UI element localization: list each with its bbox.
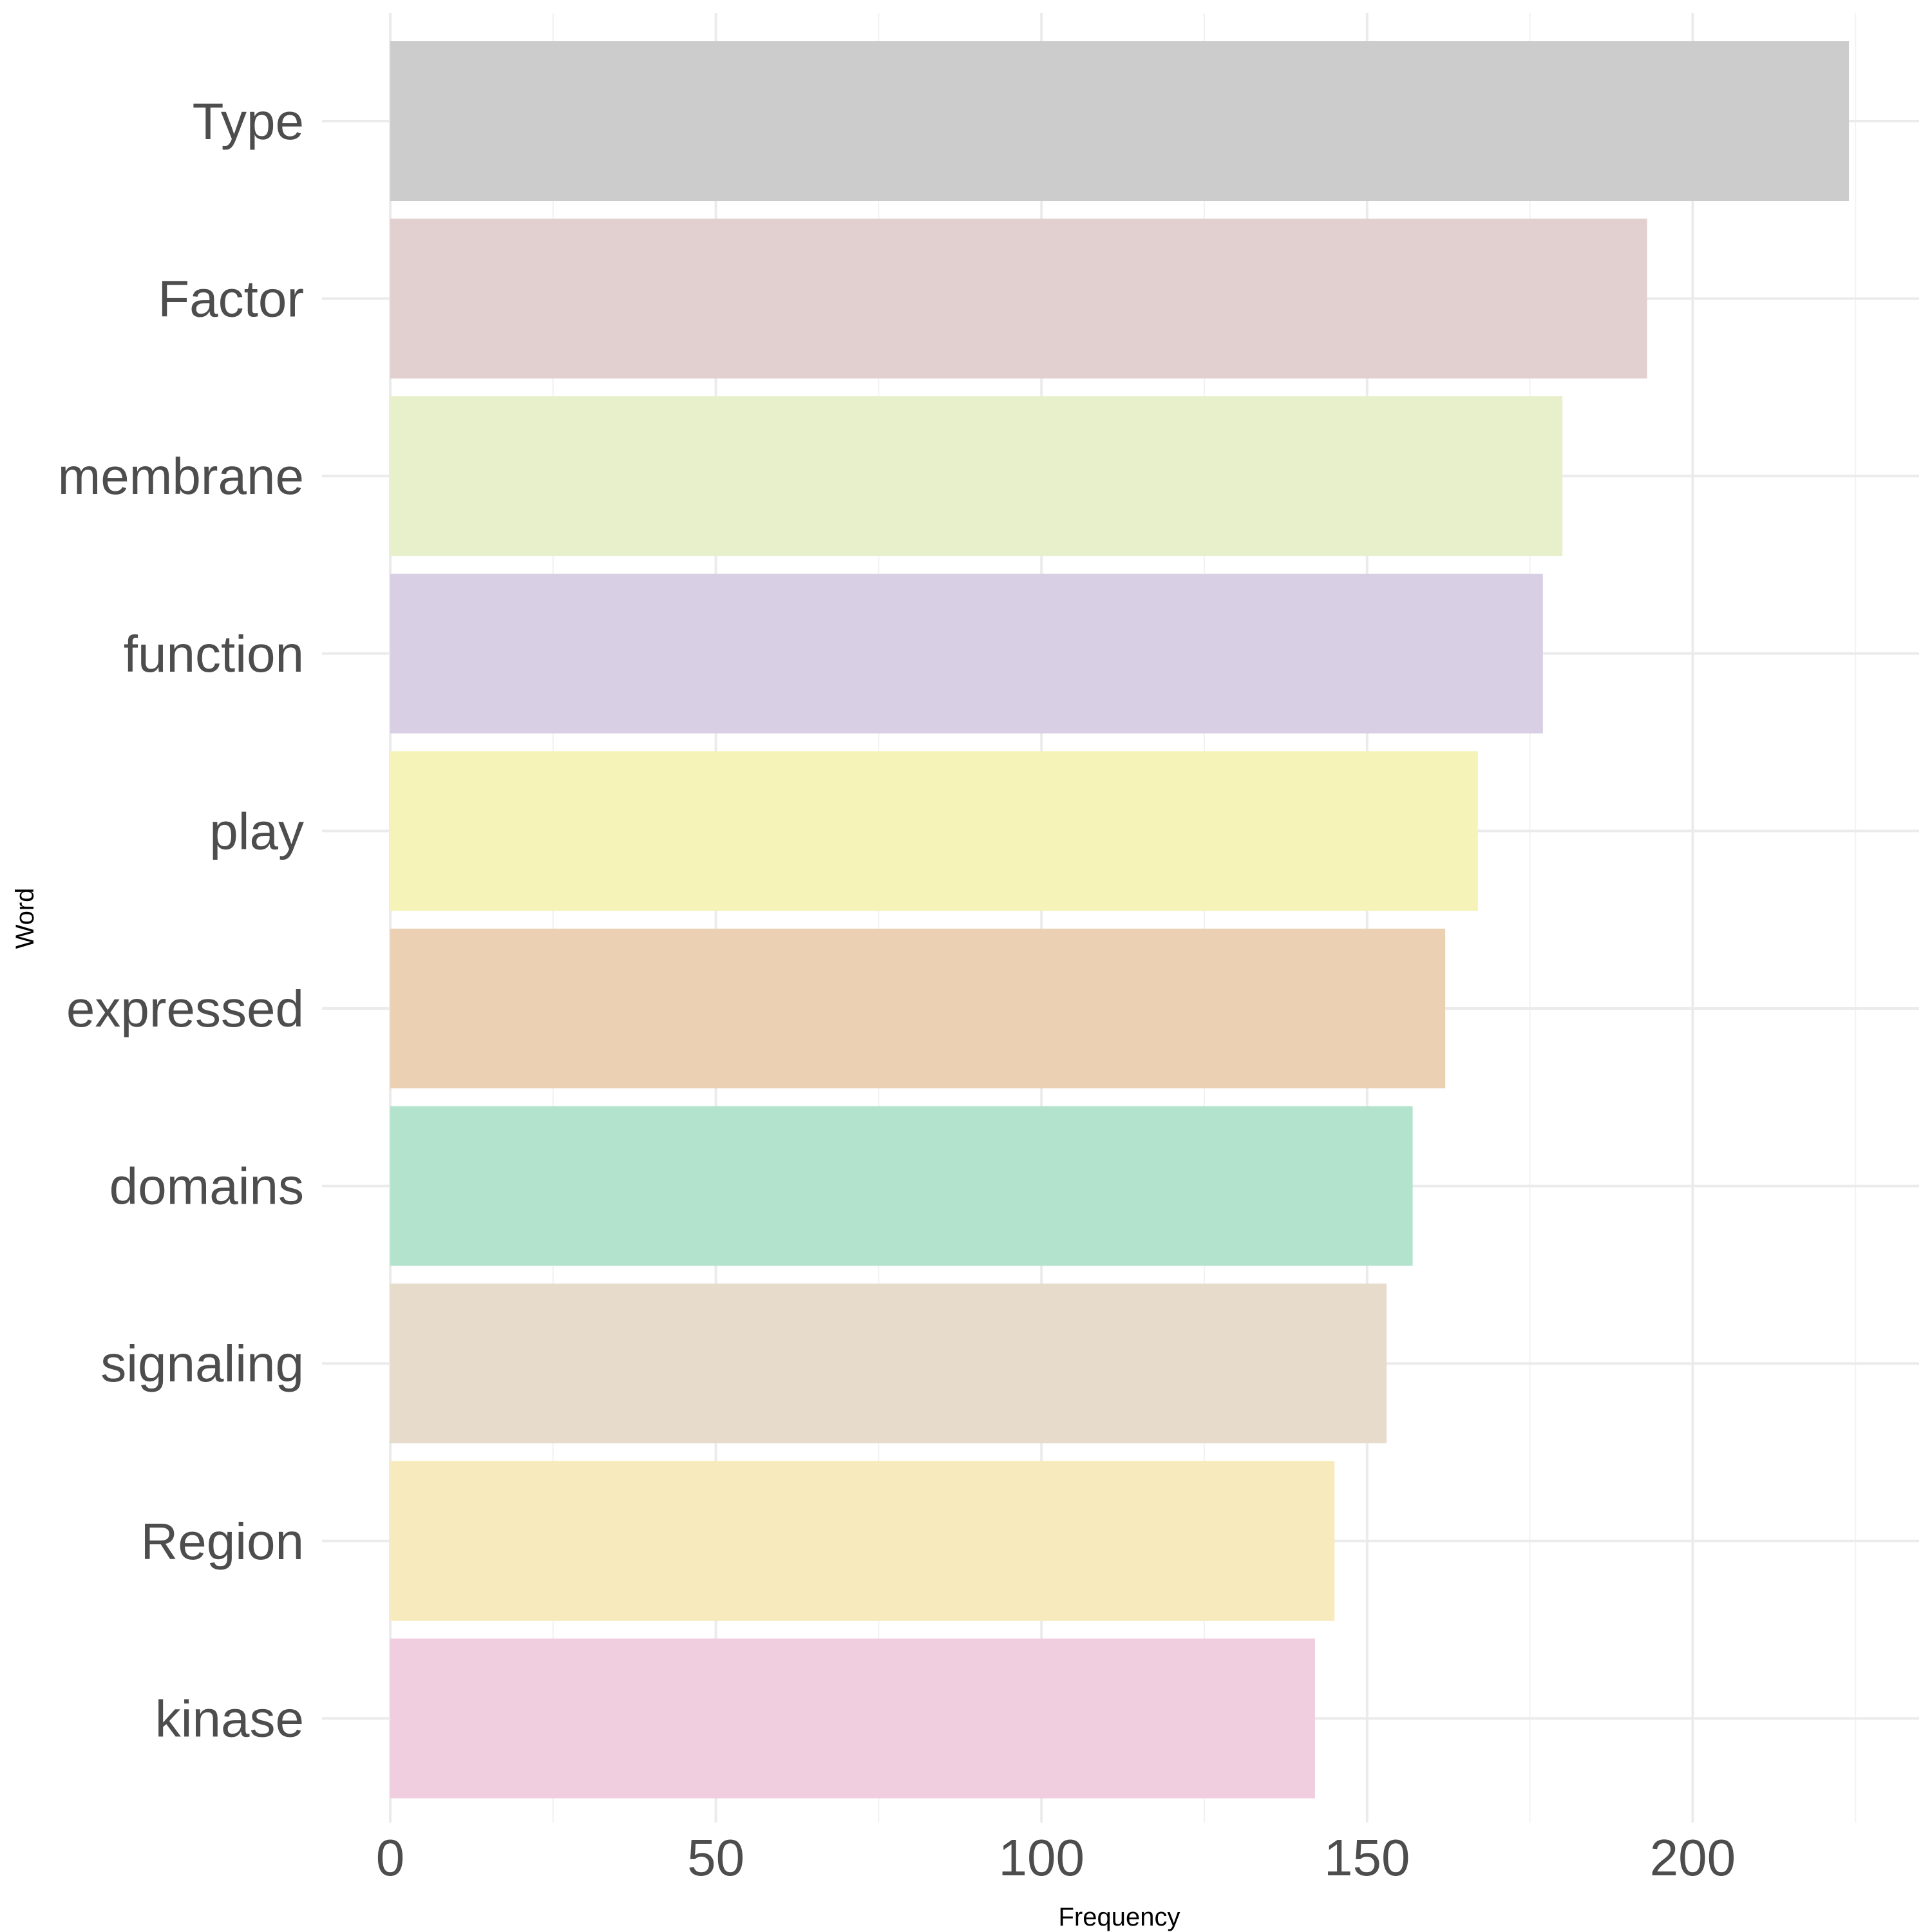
y-tick-label: kinase <box>155 1690 304 1747</box>
bar-kinase <box>390 1638 1315 1799</box>
y-tick-label: Factor <box>158 270 304 328</box>
y-tick-label: Type <box>193 93 304 150</box>
bar-region <box>390 1461 1335 1621</box>
bar-factor <box>390 218 1647 379</box>
x-tick-label: 200 <box>1650 1829 1736 1886</box>
y-tick-label: signaling <box>100 1335 304 1392</box>
y-axis-title: Word <box>11 888 39 949</box>
bar-signaling <box>390 1283 1387 1444</box>
bar-play <box>390 751 1478 911</box>
bar-type <box>390 41 1850 201</box>
y-tick-label: membrane <box>58 448 304 505</box>
x-tick-labels: 0 50 100 150 200 <box>376 1829 1736 1886</box>
y-tick-labels: Type Factor membrane function play expressed d… <box>58 93 304 1747</box>
y-tick-label: domains <box>109 1158 304 1215</box>
y-tick-label: Region <box>140 1513 304 1570</box>
bars <box>390 41 1850 1799</box>
x-tick-label: 50 <box>687 1829 744 1886</box>
bar-domains <box>390 1106 1413 1266</box>
x-tick-label: 100 <box>998 1829 1084 1886</box>
bar-expressed <box>390 929 1446 1088</box>
bar-function <box>390 573 1543 734</box>
x-tick-label: 0 <box>376 1829 405 1886</box>
x-axis-title: Frequency <box>1059 1903 1180 1931</box>
x-tick-label: 150 <box>1324 1829 1410 1886</box>
y-tick-label: expressed <box>66 980 304 1037</box>
y-tick-label: function <box>124 625 304 683</box>
y-tick-label: play <box>209 802 304 860</box>
bar-membrane <box>390 396 1563 556</box>
